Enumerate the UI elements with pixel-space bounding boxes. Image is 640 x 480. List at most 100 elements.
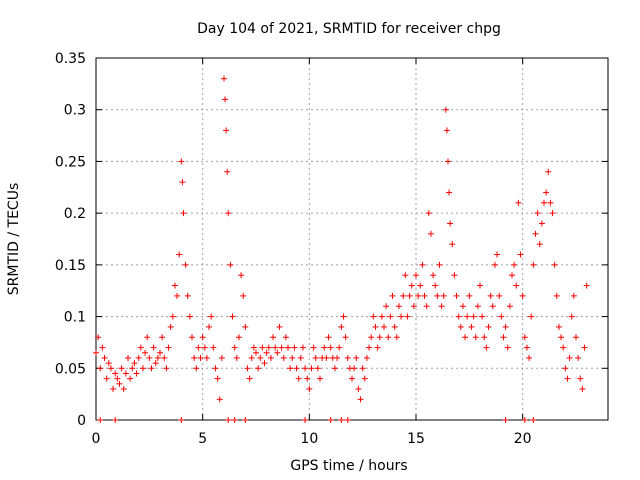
data-point bbox=[142, 349, 149, 356]
data-point bbox=[206, 323, 213, 330]
data-point bbox=[274, 349, 281, 356]
data-point bbox=[451, 272, 458, 279]
data-point bbox=[180, 210, 187, 217]
data-point bbox=[244, 365, 251, 372]
data-point bbox=[370, 313, 377, 320]
data-point bbox=[280, 354, 287, 361]
data-point bbox=[430, 272, 437, 279]
data-point bbox=[201, 344, 208, 351]
data-point bbox=[312, 354, 319, 361]
data-point bbox=[361, 375, 368, 382]
grid-lines bbox=[96, 58, 608, 420]
data-point bbox=[233, 354, 240, 361]
data-point bbox=[547, 199, 554, 206]
data-point bbox=[285, 344, 291, 351]
data-point bbox=[536, 241, 543, 248]
data-point bbox=[323, 354, 330, 361]
data-point bbox=[415, 292, 422, 299]
data-point bbox=[321, 344, 328, 351]
data-point bbox=[199, 334, 206, 341]
data-point bbox=[353, 354, 360, 361]
data-point bbox=[174, 292, 181, 299]
data-point bbox=[515, 199, 522, 206]
data-point bbox=[235, 334, 242, 341]
data-point bbox=[474, 303, 481, 310]
data-points bbox=[93, 75, 590, 423]
data-point bbox=[502, 323, 509, 330]
x-axis-label: GPS time / hours bbox=[290, 458, 407, 474]
data-point bbox=[208, 313, 215, 320]
data-point bbox=[193, 365, 200, 372]
data-point bbox=[299, 344, 306, 351]
data-point bbox=[231, 344, 238, 351]
data-point bbox=[555, 323, 562, 330]
data-point bbox=[494, 251, 501, 258]
data-point bbox=[434, 292, 441, 299]
data-point bbox=[464, 313, 471, 320]
data-point bbox=[203, 354, 210, 361]
data-point bbox=[443, 127, 450, 134]
data-point bbox=[112, 417, 119, 423]
data-point bbox=[95, 334, 102, 341]
data-point bbox=[481, 334, 488, 341]
data-point bbox=[530, 417, 537, 423]
data-point bbox=[491, 261, 498, 268]
data-point bbox=[182, 261, 189, 268]
data-point bbox=[526, 354, 533, 361]
data-point bbox=[398, 313, 405, 320]
data-point bbox=[560, 344, 567, 351]
data-point bbox=[357, 396, 364, 403]
data-point bbox=[197, 354, 204, 361]
axis-ticks: 0 5 10 15 20 0 0.05 0.1 0.15 0.2 0.25 0.3 0.35 bbox=[55, 51, 608, 447]
data-point bbox=[406, 292, 413, 299]
data-point bbox=[135, 354, 142, 361]
data-point bbox=[325, 334, 332, 341]
x-tick-label: 20 bbox=[514, 431, 532, 447]
data-point bbox=[259, 344, 266, 351]
data-point bbox=[378, 313, 385, 320]
data-point bbox=[440, 292, 447, 299]
data-point bbox=[242, 417, 249, 423]
data-point bbox=[179, 179, 186, 186]
data-point bbox=[216, 396, 223, 403]
data-point bbox=[447, 220, 454, 227]
data-point bbox=[387, 313, 394, 320]
data-point bbox=[118, 365, 125, 372]
x-tick-label: 15 bbox=[407, 431, 425, 447]
data-point bbox=[265, 344, 272, 351]
data-point bbox=[485, 323, 492, 330]
data-point bbox=[161, 354, 168, 361]
data-point bbox=[114, 375, 121, 382]
data-point bbox=[293, 365, 300, 372]
data-point bbox=[278, 344, 285, 351]
data-point bbox=[566, 354, 573, 361]
data-point bbox=[218, 354, 225, 361]
data-point bbox=[189, 334, 195, 341]
data-point bbox=[446, 189, 453, 196]
data-point bbox=[103, 375, 110, 382]
data-point bbox=[519, 292, 526, 299]
data-point bbox=[376, 334, 383, 341]
data-point bbox=[391, 323, 398, 330]
data-point bbox=[195, 344, 202, 351]
data-point bbox=[468, 323, 475, 330]
chart-title: Day 104 of 2021, SRMTID for receiver chp… bbox=[197, 21, 501, 37]
plot-frame bbox=[95, 57, 609, 421]
data-point bbox=[338, 417, 345, 423]
data-point bbox=[263, 349, 270, 356]
y-tick-label: 0.35 bbox=[55, 51, 86, 67]
data-point bbox=[400, 292, 407, 299]
data-point bbox=[562, 365, 569, 372]
data-point bbox=[99, 344, 106, 351]
data-point bbox=[139, 365, 146, 372]
data-point bbox=[395, 303, 402, 310]
data-point bbox=[541, 199, 547, 206]
data-point bbox=[167, 323, 174, 330]
data-point bbox=[165, 344, 172, 351]
data-point bbox=[521, 334, 528, 341]
y-tick-label: 0.2 bbox=[64, 206, 86, 222]
data-point bbox=[477, 282, 483, 289]
data-point bbox=[509, 272, 515, 279]
data-point bbox=[511, 261, 518, 268]
